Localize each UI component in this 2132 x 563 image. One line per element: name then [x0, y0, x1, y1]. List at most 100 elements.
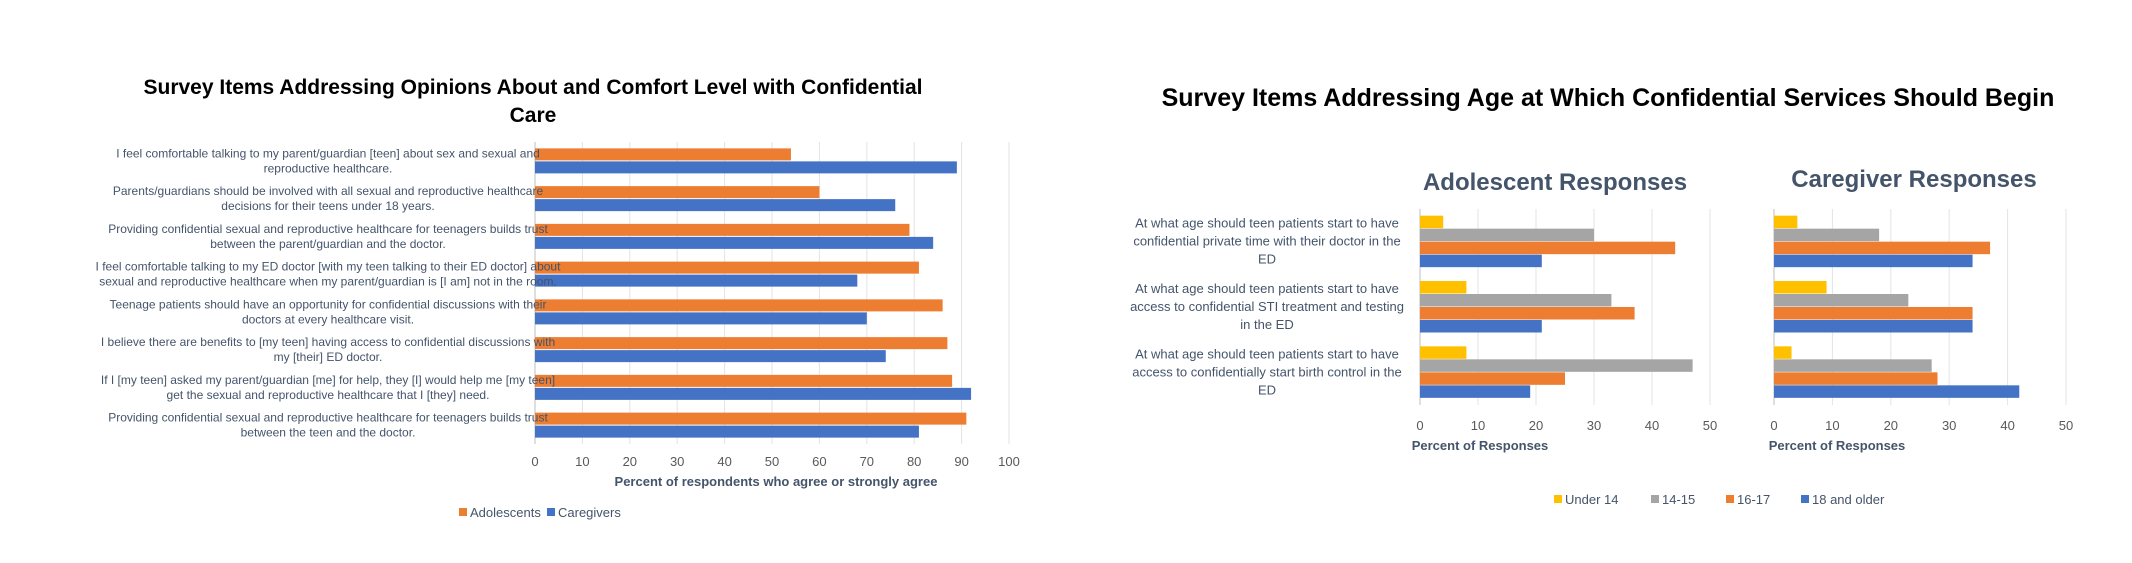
category-label-6-line-2: my [their] ED doctor.: [274, 350, 383, 364]
caregiver-bar-18-and-older-1: [1774, 254, 1973, 268]
category-label-7-line-2: get the sexual and reproductive healthca…: [167, 388, 490, 402]
category-label-3-line-2: access to confidentially start birth con…: [1132, 364, 1402, 379]
adolescent-bar-18-and-older-2: [1420, 320, 1542, 333]
bars: [535, 148, 972, 438]
adolescent-x-tick-0: 0: [1416, 418, 1423, 433]
legend: Under 14 14-15 16-17 18 and older: [1554, 492, 1885, 507]
category-label-8-line-2: between the teen and the doctor.: [241, 426, 416, 440]
caregiver-x-tick-20: 20: [1884, 418, 1898, 433]
caregiver-x-tick-30: 30: [1942, 418, 1956, 433]
bar-caregivers-7: [535, 387, 972, 400]
panel-adolescent: 0 10 20 30 40 50: [1416, 209, 1717, 433]
panel-caregiver-x-axis-title: Percent of Responses: [1769, 438, 1906, 453]
legend: Adolescents Caregivers: [459, 505, 621, 520]
bar-caregivers-6: [535, 350, 886, 363]
category-label-5-line-1: Teenage patients should have an opportun…: [110, 297, 547, 311]
x-tick-100: 100: [998, 454, 1020, 469]
adolescent-bar-18-and-older-1: [1420, 254, 1542, 268]
category-label-3-line-1: At what age should teen patients start t…: [1135, 346, 1399, 361]
category-label-1-line-1: I feel comfortable talking to my parent/…: [116, 146, 540, 160]
category-label-2-line-3: in the ED: [1240, 317, 1293, 332]
category-label-2-line-2: decisions for their teens under 18 years…: [221, 199, 434, 213]
x-axis-title: Percent of respondents who agree or stro…: [615, 474, 938, 489]
caregiver-bar-under-14-3: [1774, 346, 1792, 359]
x-tick-20: 20: [623, 454, 637, 469]
caregiver-bar-18-and-older-3: [1774, 385, 2020, 398]
category-label-2-line-2: access to confidential STI treatment and…: [1130, 299, 1404, 314]
category-label-3-line-2: between the parent/guardian and the doct…: [210, 237, 446, 251]
adolescent-bar-16-17-3: [1420, 372, 1565, 385]
legend-swatch-under-14: [1554, 495, 1562, 503]
bar-adolescents-7: [535, 374, 953, 387]
caregiver-x-tick-0: 0: [1770, 418, 1777, 433]
caregiver-bar-under-14-1: [1774, 215, 1798, 229]
x-tick-30: 30: [670, 454, 684, 469]
legend-swatch-14-15: [1651, 495, 1659, 503]
x-tick-0: 0: [531, 454, 538, 469]
bar-adolescents-3: [535, 223, 910, 236]
legend-swatch-18-and-older: [1801, 495, 1809, 503]
chart-title-line-1: Survey Items Addressing Opinions About a…: [143, 76, 922, 99]
category-label-1-line-3: ED: [1258, 252, 1276, 267]
caregiver-bar-16-17-2: [1774, 307, 1973, 320]
x-tick-90: 90: [954, 454, 968, 469]
bar-caregivers-3: [535, 236, 934, 249]
chart-title-line-2: Care: [510, 104, 557, 127]
legend-label-under-14: Under 14: [1565, 492, 1618, 507]
category-label-3-line-1: Providing confidential sexual and reprod…: [108, 222, 548, 236]
panel-title-caregiver: Caregiver Responses: [1791, 166, 2036, 193]
legend-label-14-15: 14-15: [1662, 492, 1695, 507]
chart-age-confidential: Survey Items Addressing Age at Which Con…: [1130, 84, 2073, 507]
category-label-2-line-1: At what age should teen patients start t…: [1135, 281, 1399, 296]
category-label-4-line-2: sexual and reproductive healthcare when …: [99, 275, 557, 289]
category-label-5-line-2: doctors at every healthcare visit.: [242, 312, 414, 326]
bar-caregivers-4: [535, 274, 858, 287]
caregiver-bar-14-15-1: [1774, 228, 1880, 242]
adolescent-bar-under-14-3: [1420, 346, 1467, 359]
bar-adolescents-1: [535, 148, 791, 161]
adolescent-x-tick-50: 50: [1703, 418, 1717, 433]
legend-swatch-adolescents: [459, 508, 467, 516]
legend-swatch-16-17: [1726, 495, 1734, 503]
caregiver-x-tick-50: 50: [2059, 418, 2073, 433]
bar-caregivers-1: [535, 161, 957, 174]
category-label-1-line-1: At what age should teen patients start t…: [1135, 216, 1399, 231]
category-label-3-line-3: ED: [1258, 382, 1276, 397]
bar-adolescents-5: [535, 299, 943, 312]
caregiver-bar-14-15-3: [1774, 359, 1932, 372]
bar-caregivers-8: [535, 425, 919, 438]
adolescent-bar-14-15-3: [1420, 359, 1693, 372]
caregiver-bar-16-17-3: [1774, 372, 1938, 385]
adolescent-bar-18-and-older-3: [1420, 385, 1531, 398]
adolescent-bar-16-17-2: [1420, 307, 1635, 320]
adolescent-x-tick-20: 20: [1529, 418, 1543, 433]
category-labels: I feel comfortable talking to my parent/…: [96, 146, 562, 439]
panel-adolescent-x-axis-title: Percent of Responses: [1412, 438, 1549, 453]
adolescent-bar-16-17-1: [1420, 241, 1676, 255]
x-tick-60: 60: [812, 454, 826, 469]
category-label-1-line-2: reproductive healthcare.: [264, 161, 393, 175]
category-label-6-line-1: I believe there are benefits to [my teen…: [101, 335, 555, 349]
adolescent-x-tick-30: 30: [1587, 418, 1601, 433]
caregiver-x-tick-10: 10: [1825, 418, 1839, 433]
adolescent-x-tick-10: 10: [1471, 418, 1485, 433]
panel-caregiver: 0 10 20 30 40 50: [1770, 209, 2073, 433]
bar-adolescents-6: [535, 337, 948, 350]
bar-caregivers-2: [535, 199, 896, 212]
legend-label-16-17: 16-17: [1737, 492, 1770, 507]
caregiver-bar-18-and-older-2: [1774, 320, 1973, 333]
bar-caregivers-5: [535, 312, 867, 325]
chart-opinions: Survey Items Addressing Opinions About a…: [96, 76, 1020, 520]
x-tick-50: 50: [765, 454, 779, 469]
panel-title-adolescent: Adolescent Responses: [1423, 169, 1687, 196]
category-label-1-line-2: confidential private time with their doc…: [1133, 234, 1400, 249]
adolescent-bar-14-15-2: [1420, 294, 1612, 307]
caregiver-bar-16-17-1: [1774, 241, 1991, 255]
bar-adolescents-2: [535, 186, 820, 199]
caregiver-bar-14-15-2: [1774, 294, 1909, 307]
caregiver-bar-under-14-2: [1774, 281, 1827, 294]
category-label-4-line-1: I feel comfortable talking to my ED doct…: [96, 260, 562, 274]
legend-label-caregivers: Caregivers: [558, 505, 621, 520]
